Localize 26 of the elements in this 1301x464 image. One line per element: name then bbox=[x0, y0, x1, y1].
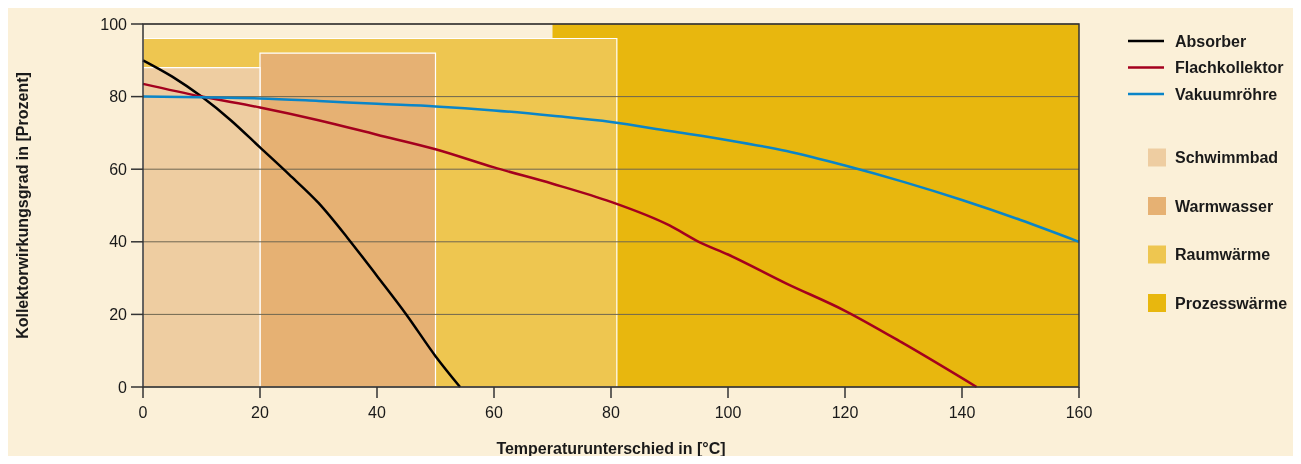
y-axis-title: Kollektorwirkungsgrad in [Prozent] bbox=[14, 72, 31, 339]
x-tick-label: 0 bbox=[138, 404, 148, 421]
x-tick-label: 40 bbox=[368, 404, 386, 421]
y-tick-label: 100 bbox=[100, 15, 128, 33]
line-series bbox=[141, 95, 1081, 244]
y-tick-label: 40 bbox=[109, 233, 128, 251]
legend-label: Schwimmbad bbox=[1175, 149, 1279, 167]
y-tick-label: 0 bbox=[118, 378, 128, 396]
x-tick-label: 20 bbox=[251, 404, 269, 421]
line-series bbox=[141, 82, 978, 389]
x-tick-label: 80 bbox=[602, 404, 620, 421]
y-tick-label: 20 bbox=[109, 306, 128, 323]
line-series bbox=[141, 59, 462, 389]
legend-label: Warmwasser bbox=[1175, 197, 1274, 215]
x-tick-label: 140 bbox=[948, 404, 976, 421]
y-tick-label: 60 bbox=[109, 160, 128, 178]
x-tick-label: 120 bbox=[831, 404, 859, 421]
legend-label: Vakuumröhre bbox=[1175, 85, 1278, 103]
legend-label: Prozesswärme bbox=[1175, 294, 1288, 312]
legend-label: Raumwärme bbox=[1175, 246, 1271, 264]
x-tick-label: 100 bbox=[714, 404, 742, 421]
x-tick-label: 160 bbox=[1065, 404, 1093, 421]
legend-label: Absorber bbox=[1175, 32, 1247, 50]
y-tick-label: 80 bbox=[109, 88, 128, 106]
x-tick-label: 60 bbox=[485, 404, 503, 421]
legend-label: Flachkollektor bbox=[1175, 59, 1284, 77]
